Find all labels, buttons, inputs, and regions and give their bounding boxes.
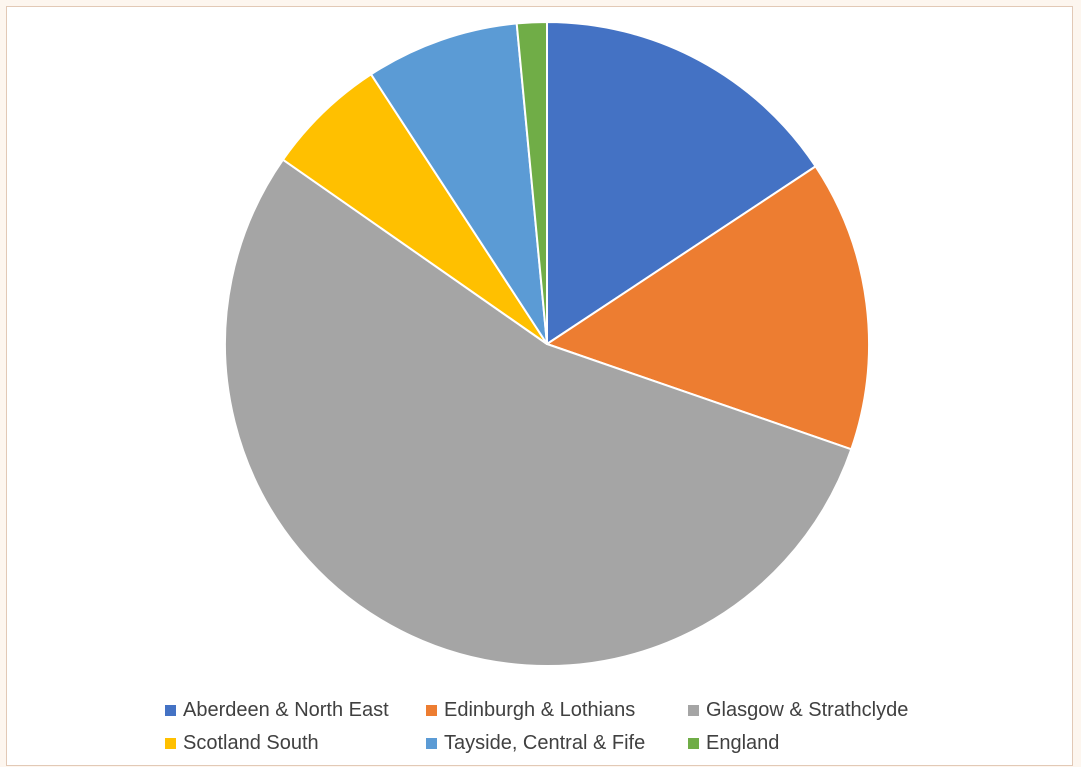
legend-item-scotland-south: Scotland South	[165, 730, 319, 756]
chart-area: Aberdeen & North East Edinburgh & Lothia…	[6, 6, 1073, 766]
legend-item-glasgow: Glasgow & Strathclyde	[688, 697, 908, 723]
legend-label-glasgow: Glasgow & Strathclyde	[706, 698, 909, 721]
legend-label-scotland-south: Scotland South	[183, 731, 319, 754]
pie-slice-glasgow-strathclyde	[224, 158, 853, 667]
legend-swatch-england	[688, 737, 699, 749]
legend-swatch-scotland-south	[165, 737, 176, 749]
legend-swatch-tayside	[426, 737, 437, 749]
legend-label-england: England	[706, 731, 780, 754]
chart-legend: Aberdeen & North East Edinburgh & Lothia…	[7, 687, 1074, 767]
legend-item-england: England	[688, 730, 779, 756]
legend-swatch-glasgow	[688, 704, 699, 716]
pie-slice-aberdeen-north-east	[546, 21, 817, 345]
legend-item-aberdeen: Aberdeen & North East	[165, 697, 389, 723]
legend-swatch-aberdeen	[165, 704, 176, 716]
pie-slice-tayside-central-fife	[370, 22, 548, 345]
legend-item-tayside: Tayside, Central & Fife	[426, 730, 645, 756]
pie-slice-england	[515, 21, 548, 345]
legend-swatch-edinburgh	[426, 704, 437, 716]
pie-chart	[224, 21, 870, 667]
legend-label-tayside: Tayside, Central & Fife	[444, 731, 646, 754]
legend-label-edinburgh: Edinburgh & Lothians	[444, 698, 636, 721]
pie-slice-scotland-south	[281, 73, 548, 345]
pie-slice-edinburgh-lothians	[546, 165, 870, 451]
legend-item-edinburgh: Edinburgh & Lothians	[426, 697, 635, 723]
legend-label-aberdeen: Aberdeen & North East	[183, 698, 389, 721]
